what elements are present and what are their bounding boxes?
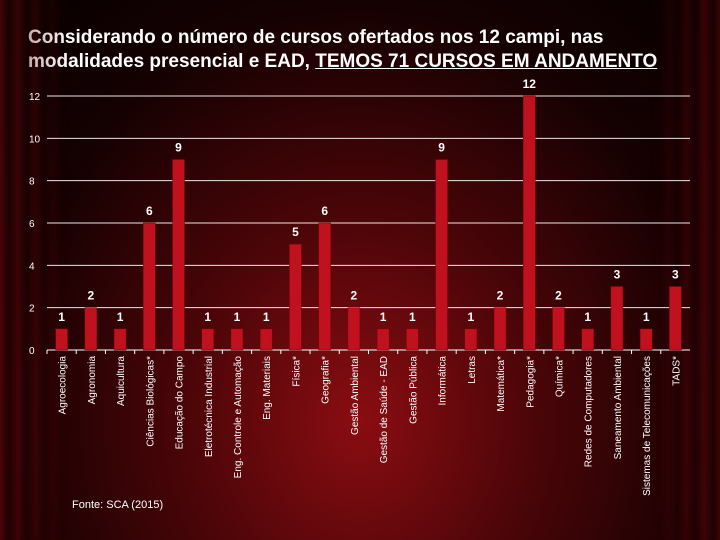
y-tick-label: 6	[29, 219, 35, 230]
x-tick-label: Saneamento Ambiental	[613, 356, 624, 459]
y-tick-label: 0	[29, 346, 35, 357]
x-tick-label: Matemática*	[496, 356, 507, 412]
bar	[552, 307, 565, 351]
bar	[493, 307, 507, 351]
data-label: 1	[467, 310, 474, 324]
bar	[201, 328, 214, 351]
data-label: 2	[555, 289, 562, 303]
bar	[669, 286, 682, 351]
x-tick-label: Eng. Materiais	[262, 356, 273, 420]
data-label: 1	[204, 310, 211, 324]
bar	[639, 328, 653, 351]
data-label: 5	[292, 225, 299, 239]
x-axis-ticks: Agroecologia Agronomia Aquicultura Ciências…	[58, 356, 683, 496]
data-label: 12	[523, 77, 537, 91]
x-tick-label: Eng. Controle e Automação	[233, 356, 244, 479]
data-label: 1	[117, 310, 124, 324]
bar	[406, 328, 419, 351]
bar	[172, 159, 185, 351]
bar	[523, 95, 536, 351]
bars	[55, 95, 682, 351]
data-label: 1	[584, 310, 591, 324]
x-tick-label: Química*	[554, 356, 565, 397]
bar	[435, 159, 448, 351]
bar	[55, 328, 68, 351]
x-tick-label: Geografia*	[321, 356, 332, 404]
x-tick-label: Física*	[291, 356, 302, 387]
data-label: 6	[321, 204, 328, 218]
x-tick-label: Informática	[438, 356, 449, 406]
y-tick-label: 2	[29, 304, 35, 315]
data-label: 1	[58, 310, 65, 324]
bar	[289, 243, 302, 351]
data-label: 2	[497, 289, 504, 303]
bar	[318, 222, 331, 351]
x-tick-label: Agroecologia	[58, 356, 69, 415]
x-tick-label: Gestão Ambiental	[350, 356, 361, 435]
bar	[113, 328, 127, 351]
y-tick-label: 10	[29, 134, 41, 145]
x-tick-label: Gestão de Saúde - EAD	[379, 356, 390, 463]
data-label: 9	[438, 141, 445, 155]
bar	[581, 328, 594, 351]
title-main: Considerando o número de cursos ofertado…	[28, 27, 604, 72]
data-label: 2	[87, 289, 94, 303]
data-label: 2	[351, 289, 358, 303]
page-title: Considerando o número de cursos ofertado…	[28, 26, 698, 74]
data-label: 6	[146, 204, 153, 218]
y-tick-label: 12	[29, 92, 41, 103]
y-axis-ticks: 0 2 4 6 8 10 12	[29, 92, 41, 357]
x-tick-label: Eletrotécnica Industrial	[204, 356, 215, 457]
data-label: 1	[263, 310, 270, 324]
x-tick-label: Ciências Biológicas*	[145, 356, 156, 447]
x-tick-label: Agronomia	[87, 356, 98, 405]
y-tick-label: 8	[29, 177, 35, 188]
x-tick-label: Redes de Computadores	[584, 356, 595, 467]
data-label: 1	[643, 310, 650, 324]
data-label: 1	[234, 310, 241, 324]
x-tick-label: Sistemas de Telecomunicações	[642, 356, 653, 496]
x-tick-label: Gestão Pública	[408, 356, 419, 424]
data-label: 3	[672, 268, 679, 282]
x-tick-label: TADS*	[671, 356, 682, 386]
bar	[347, 307, 361, 351]
x-tick-label: Aquicultura	[116, 356, 127, 406]
bar	[376, 328, 390, 351]
bar	[84, 307, 98, 351]
data-label: 1	[380, 310, 387, 324]
data-label: 1	[409, 310, 416, 324]
bar	[464, 328, 478, 351]
source-note: Fonte: SCA (2015)	[72, 499, 164, 511]
bar	[230, 328, 244, 351]
y-tick-label: 4	[29, 261, 35, 272]
title-highlight: TEMOS 71 CURSOS EM ANDAMENTO	[315, 51, 658, 72]
x-tick-label: Pedagogia*	[525, 356, 536, 408]
x-tick-label: Educação do Campo	[175, 356, 186, 450]
bar	[610, 286, 624, 351]
data-label: 9	[175, 141, 182, 155]
bar	[143, 222, 156, 351]
bar	[259, 328, 273, 351]
x-tick-label: Letras	[467, 356, 478, 384]
data-label: 3	[614, 268, 621, 282]
